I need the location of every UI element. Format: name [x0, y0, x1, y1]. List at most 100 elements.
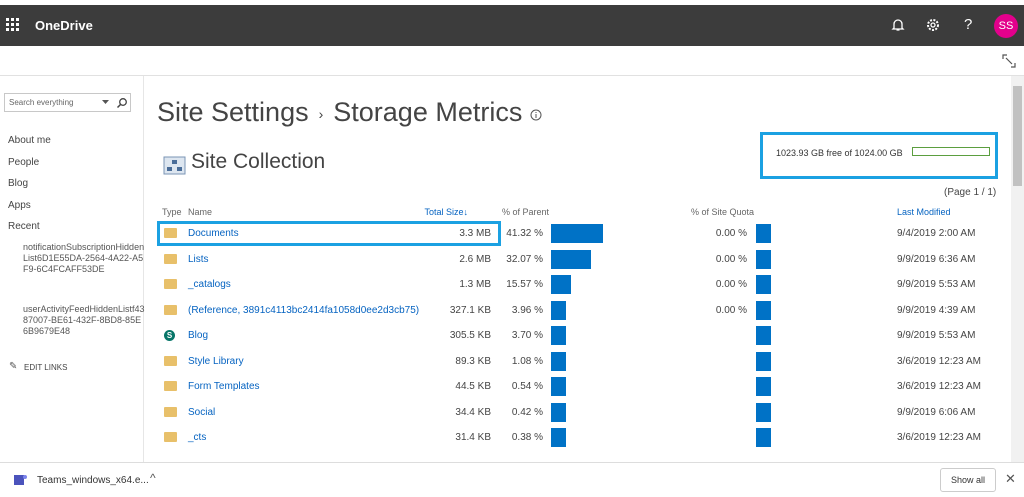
parent-bar	[551, 300, 566, 320]
column-header[interactable]: % of Parent	[502, 207, 550, 217]
row-name[interactable]: _cts	[188, 432, 207, 443]
focus-button[interactable]	[1001, 53, 1017, 69]
row-name[interactable]: Form Templates	[188, 381, 260, 392]
app-name[interactable]: OneDrive	[35, 18, 93, 33]
row-quota: 0.00 %	[715, 228, 747, 239]
row-icon: S	[164, 330, 175, 341]
row-name[interactable]: Lists	[188, 253, 209, 265]
row-modified: 9/9/2019 6:06 AM	[897, 406, 976, 418]
row-icon	[164, 279, 177, 289]
row-modified: 9/9/2019 6:36 AM	[897, 253, 976, 265]
row-parent: 41.32 %	[506, 228, 543, 239]
column-header[interactable]: Last Modified	[897, 207, 951, 217]
edit-icon: ✎	[9, 361, 18, 372]
row-parent: 15.57 %	[506, 279, 543, 290]
row-icon	[164, 406, 177, 417]
row-modified: 9/4/2019 2:00 AM	[897, 228, 976, 239]
quota-highlight: 1023.93 GB free of 1024.00 GB	[760, 132, 998, 179]
help[interactable]: ?	[964, 16, 973, 33]
quota-bar	[756, 249, 771, 269]
nav-link[interactable]: Recent	[8, 221, 40, 232]
row-size: 1.3 MB	[459, 279, 491, 290]
quota-bar	[756, 300, 771, 320]
row-modified: 9/9/2019 5:53 AM	[897, 279, 976, 290]
ribbon	[0, 46, 1024, 76]
recent-link[interactable]: notificationSubscriptionHiddenList6D1E55…	[23, 242, 145, 274]
row-parent: 0.38 %	[511, 432, 543, 443]
parent-bar	[551, 249, 592, 269]
nav-link[interactable]: About me	[8, 135, 51, 146]
row-size: 327.1 KB	[449, 304, 491, 316]
app-launcher[interactable]	[6, 18, 20, 32]
row-quota: 0.00 %	[715, 304, 747, 316]
recent-link[interactable]: userActivityFeedHiddenListf4387007-BE61-…	[23, 304, 145, 336]
row-icon	[164, 304, 177, 315]
show-all[interactable]: Show all	[940, 468, 996, 492]
row-name[interactable]: (Reference, 3891c4113bc2414fa1058d0ee2d3…	[188, 304, 420, 316]
column-header[interactable]: % of Site Quota	[691, 207, 755, 217]
parent-bar	[551, 428, 566, 447]
row-name[interactable]: Blog	[188, 330, 209, 341]
row-highlight	[157, 221, 501, 246]
row-icon	[164, 381, 177, 391]
scrollbar[interactable]	[1011, 76, 1024, 462]
left-nav: Search everything About me People Blog Apps…	[0, 76, 145, 462]
quota-bar	[756, 402, 771, 422]
breadcrumb: Site Settings › Storage Metrics	[157, 97, 542, 128]
row-size: 2.6 MB	[459, 253, 491, 265]
row-parent: 32.07 %	[506, 253, 543, 265]
separator: ›	[318, 105, 324, 122]
row-name[interactable]: Documents	[188, 228, 239, 239]
row-quota: 0.00 %	[715, 253, 747, 265]
crumb[interactable]: Site Settings	[157, 97, 309, 127]
settings[interactable]	[925, 17, 941, 33]
page-title: Storage Metrics	[333, 97, 523, 127]
row-name[interactable]: Style Library	[188, 355, 244, 367]
info-icon[interactable]	[530, 109, 542, 121]
parent-bar	[551, 351, 566, 371]
edit-links[interactable]: EDIT LINKS	[24, 363, 68, 372]
close-download[interactable]: ✕	[1005, 471, 1016, 486]
quota-text: 1023.93 GB free of 1024.00 GB	[776, 148, 903, 158]
row-parent: 0.54 %	[511, 381, 543, 392]
section-title: Site Collection	[191, 150, 326, 173]
row-parent: 0.42 %	[511, 406, 543, 418]
search-icons	[102, 98, 127, 109]
nav-link[interactable]: People	[8, 156, 40, 168]
nav-link[interactable]: Apps	[8, 199, 31, 211]
row-icon	[164, 355, 177, 366]
row-size: 31.4 KB	[455, 432, 491, 443]
site-collection-icon	[163, 156, 186, 175]
parent-bar	[551, 402, 566, 422]
download-menu[interactable]: ^	[150, 471, 156, 485]
parent-bar	[551, 224, 604, 243]
row-modified: 9/9/2019 5:53 AM	[897, 330, 976, 341]
column-header: Type	[162, 207, 182, 217]
search-box[interactable]: Search everything	[4, 93, 131, 112]
parent-bar	[551, 275, 571, 294]
download-file[interactable]: Teams_windows_x64.e...	[37, 475, 149, 486]
suite-bar: OneDrive ? SS	[0, 5, 1024, 46]
nav-link[interactable]: Blog	[8, 178, 29, 189]
row-size: 89.3 KB	[455, 355, 491, 367]
row-parent: 3.70 %	[511, 330, 543, 341]
row-name[interactable]: Social	[188, 406, 216, 418]
notifications[interactable]	[890, 17, 906, 33]
quota-bar	[756, 224, 771, 243]
parent-bar	[551, 326, 566, 345]
column-header[interactable]: Total Size↓	[424, 207, 468, 217]
row-size: 44.5 KB	[455, 381, 491, 392]
quota-bar	[756, 351, 771, 371]
row-size: 34.4 KB	[455, 406, 491, 418]
row-quota: 0.00 %	[715, 279, 747, 290]
scroll-thumb[interactable]	[1013, 86, 1022, 186]
search-placeholder: Search everything	[9, 98, 74, 107]
row-modified: 3/6/2019 12:23 AM	[897, 355, 981, 367]
avatar[interactable]: SS	[994, 14, 1018, 38]
row-modified: 3/6/2019 12:23 AM	[897, 432, 981, 443]
row-name[interactable]: _catalogs	[188, 279, 231, 290]
row-size: 305.5 KB	[449, 330, 491, 341]
column-header[interactable]: Name	[188, 207, 213, 217]
row-icon	[164, 228, 177, 238]
